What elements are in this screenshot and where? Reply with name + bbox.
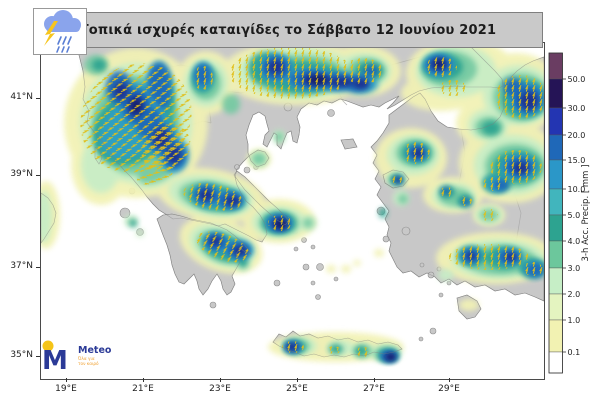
x-axis-tick: [374, 378, 375, 382]
y-axis-label: 35°N: [10, 350, 33, 360]
greece-precipitation-map: [41, 43, 544, 379]
x-axis-label: 23°E: [209, 384, 231, 394]
y-axis-tick: [36, 98, 40, 99]
colorbar-tick-label: 5.0: [568, 211, 581, 220]
coastline-overlay: [41, 43, 544, 358]
x-axis-label: 21°E: [132, 384, 154, 394]
x-axis-tick: [297, 378, 298, 382]
storm-hatch-layer: [80, 47, 544, 357]
colorbar-segments: [548, 52, 563, 374]
x-axis-tick: [220, 378, 221, 382]
colorbar-ticks: 50.0 30.0 20.0 15.0 10.0 5.0 4.0 3.0 2.0 1.0 0.1: [562, 75, 586, 357]
title-bar: Τοπικά ισχυρές καταιγίδες το Σάββατο 12 …: [33, 12, 543, 48]
x-axis-tick: [449, 378, 450, 382]
colorbar-tick-label: 2.0: [568, 290, 581, 299]
colorbar: 50.0 30.0 20.0 15.0 10.0 5.0 4.0 3.0 2.0 1.0 0.1 3…: [546, 46, 600, 382]
x-axis-tick: [66, 378, 67, 382]
y-axis-label: 37°N: [10, 261, 33, 271]
meteo-logo: M Meteo Όλα για τον καιρό: [38, 336, 128, 378]
x-axis-label: 19°E: [55, 384, 77, 394]
logo-tagline-2: τον καιρό: [78, 361, 99, 366]
map-panel: [40, 42, 545, 380]
x-axis-tick: [143, 378, 144, 382]
storm-icon-box: [33, 8, 87, 55]
logo-sun-icon: [42, 340, 54, 352]
page-title: Τοπικά ισχυρές καταιγίδες το Σάββατο 12 …: [79, 22, 497, 38]
colorbar-tick-label: 30.0: [568, 104, 586, 113]
y-axis-tick: [36, 356, 40, 357]
x-axis-label: 29°E: [438, 384, 460, 394]
y-axis-label: 39°N: [10, 169, 33, 179]
colorbar-tick-label: 20.0: [568, 131, 586, 140]
colorbar-tick-label: 0.1: [568, 348, 581, 357]
logo-wordmark: Meteo: [78, 345, 112, 356]
x-axis-label: 27°E: [363, 384, 385, 394]
storm-cloud-lightning-rain-icon: [44, 10, 81, 53]
colorbar-axis-label: 3-h Acc. Precip. [ mm ]: [581, 165, 591, 262]
y-axis-tick: [36, 267, 40, 268]
x-axis-label: 25°E: [286, 384, 308, 394]
colorbar-tick-label: 50.0: [568, 75, 586, 84]
colorbar-tick-label: 3.0: [568, 264, 581, 273]
logo-m-letter: M: [42, 346, 68, 376]
y-axis-label: 41°N: [10, 92, 33, 102]
colorbar-tick-label: 10.0: [568, 185, 586, 194]
y-axis-tick: [36, 175, 40, 176]
logo-tagline-1: Όλα για: [77, 356, 95, 361]
colorbar-tick-label: 1.0: [568, 316, 581, 325]
colorbar-tick-label: 15.0: [568, 156, 586, 165]
colorbar-tick-label: 4.0: [568, 237, 581, 246]
